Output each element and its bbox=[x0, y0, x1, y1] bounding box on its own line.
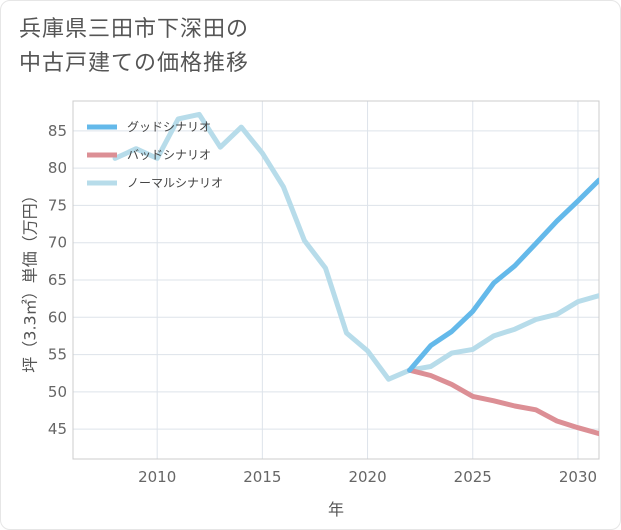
legend-label: バッドシナリオ bbox=[127, 148, 211, 162]
x-tick-label: 2015 bbox=[243, 468, 281, 486]
y-tick-label: 45 bbox=[48, 420, 67, 438]
x-tick-label: 2030 bbox=[559, 468, 597, 486]
x-tick-label: 2020 bbox=[348, 468, 386, 486]
y-tick-label: 75 bbox=[48, 196, 67, 214]
y-tick-label: 55 bbox=[48, 346, 67, 364]
grid-layer bbox=[73, 101, 599, 459]
legend-label: グッドシナリオ bbox=[127, 120, 211, 134]
y-tick-label: 80 bbox=[48, 159, 67, 177]
series-line-0 bbox=[407, 177, 599, 373]
x-axis-title: 年 bbox=[328, 500, 344, 519]
chart-title: 兵庫県三田市下深田の 中古戸建ての価格推移 bbox=[19, 13, 249, 81]
x-tick-label: 2025 bbox=[454, 468, 492, 486]
y-axis-title: 坪（3.3㎡）単価（万円） bbox=[21, 187, 40, 372]
series-layer bbox=[112, 111, 599, 437]
y-tick-label: 60 bbox=[48, 308, 67, 326]
series-line-1 bbox=[407, 367, 599, 437]
tick-layer: 2010 2015 2020 2025 2030 45 50 55 60 65 70 75 80 85 bbox=[48, 122, 597, 486]
y-tick-label: 65 bbox=[48, 271, 67, 289]
y-tick-label: 50 bbox=[48, 383, 67, 401]
y-tick-label: 70 bbox=[48, 234, 67, 252]
legend-label: ノーマルシナリオ bbox=[127, 176, 223, 190]
y-tick-label: 85 bbox=[48, 122, 67, 140]
chart-title-line-2: 中古戸建ての価格推移 bbox=[19, 51, 250, 76]
series-line-2 bbox=[112, 111, 599, 382]
chart-title-line-1: 兵庫県三田市下深田の bbox=[19, 17, 250, 42]
plot-frame bbox=[72, 100, 600, 460]
x-tick-label: 2010 bbox=[138, 468, 176, 486]
